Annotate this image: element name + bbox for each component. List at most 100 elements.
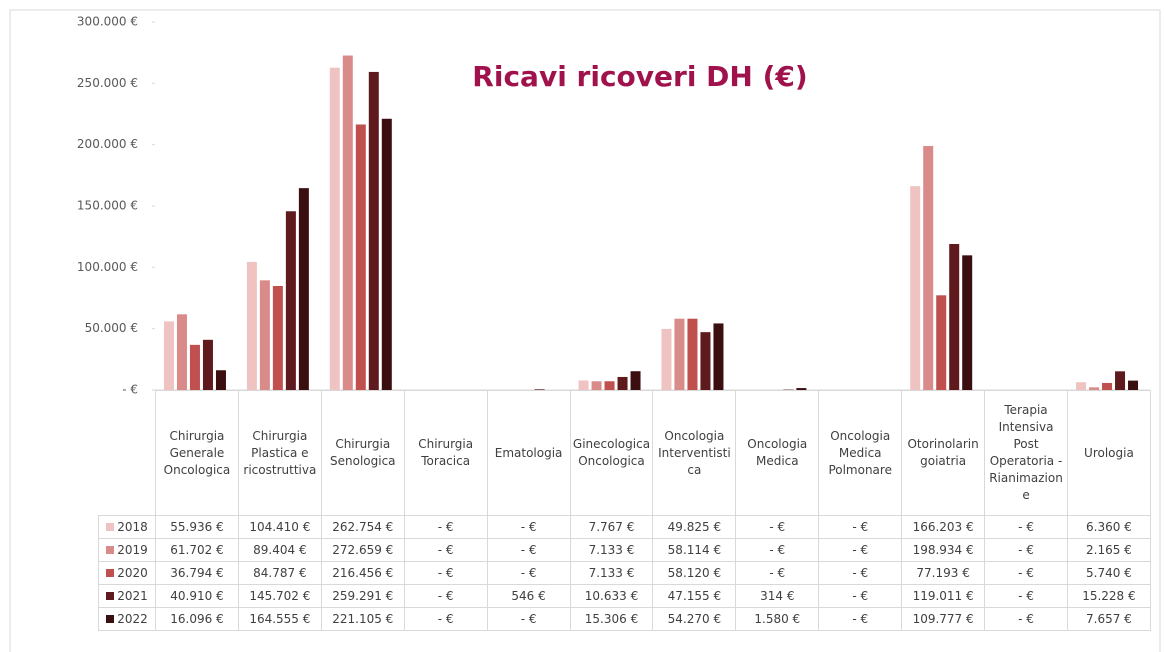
y-tick-label: 100.000 € [77,260,138,274]
bar [949,244,960,390]
corner-cell [98,390,156,516]
bar [342,55,353,390]
data-row: 2021 40.910 €145.702 €259.291 € - €546 €10… [98,584,1151,608]
data-cell: 10.633 € [569,584,654,608]
y-tick-label: 200.000 € [77,137,138,151]
bar [1076,382,1087,390]
data-cell: 198.934 € [901,538,986,562]
bar [661,328,672,390]
data-cell: 55.936 € [155,515,239,539]
data-cell: - € [403,515,488,539]
data-cell: - € [735,538,820,562]
data-cell: 15.306 € [569,607,654,631]
legend-key [106,592,115,600]
category-label: Ematologia [486,390,571,516]
data-cell: 47.155 € [652,584,737,608]
category-label: Chirurgia Senologica [320,390,405,516]
data-cell: 272.659 € [320,538,405,562]
data-cell: 36.794 € [155,561,239,585]
data-cell: - € [486,607,571,631]
legend-label: 2019 [117,543,148,557]
bar [604,381,615,390]
legend-key [106,523,115,531]
category-label: Urologia [1066,390,1151,516]
y-tick-label: 250.000 € [77,76,138,90]
bar [687,318,698,390]
category-label: Ginecologica Oncologica [569,390,654,516]
y-tick-label: 300.000 € [77,15,138,29]
data-cell: - € [486,538,571,562]
data-cell: 314 € [735,584,820,608]
bar [298,188,309,390]
data-cell: - € [818,607,903,631]
bar [674,318,685,390]
data-cell: 77.193 € [901,561,986,585]
bar [285,211,296,390]
bar [355,124,366,390]
legend-label: 2021 [117,589,148,603]
data-cell: 6.360 € [1066,515,1151,539]
bar [1089,387,1100,390]
data-cell: 109.777 € [901,607,986,631]
bar [700,332,711,390]
bar [202,339,213,390]
legend-cell: 2020 [98,561,156,585]
data-cell: - € [403,561,488,585]
y-tick-label: 50.000 € [85,321,138,335]
y-tick-label: 150.000 € [77,199,138,213]
bar [630,371,641,390]
data-cell: - € [818,515,903,539]
bar [534,389,545,390]
bar [215,370,226,390]
data-cell: 164.555 € [237,607,322,631]
bar [1128,380,1139,390]
data-cell: - € [818,561,903,585]
data-cell: 58.120 € [652,561,737,585]
bar [578,380,589,390]
data-row: 2022 16.096 €164.555 €221.105 € - € - €15.3… [98,607,1151,631]
chart-title: Ricavi ricoveri DH (€) [472,60,807,93]
header-row: Chirurgia Generale Oncologica Chirurgia P… [98,390,1151,516]
legend-label: 2018 [117,520,148,534]
legend-key [106,569,115,577]
data-row: 2020 36.794 €84.787 €216.456 € - € - €7.133… [98,561,1151,585]
data-cell: - € [818,584,903,608]
bar [713,323,724,390]
data-cell: - € [486,561,571,585]
bar [259,280,270,390]
bar [246,261,257,390]
bar [1102,382,1113,390]
data-cell: 145.702 € [237,584,322,608]
category-label: Oncologia Medica Polmonare [818,390,903,516]
legend-label: 2020 [117,566,148,580]
category-label: Terapia Intensiva Post Operatoria - Rian… [984,390,1068,516]
data-cell: 216.456 € [320,561,405,585]
data-cell: 49.825 € [652,515,737,539]
data-cell: - € [403,584,488,608]
data-cell: 5.740 € [1066,561,1151,585]
data-cell: 1.580 € [735,607,820,631]
category-label: Oncologia Interventistica [652,390,737,516]
data-cell: 262.754 € [320,515,405,539]
category-label: Chirurgia Generale Oncologica [155,390,239,516]
bar [189,344,200,390]
data-cell: 7.657 € [1066,607,1151,631]
bar [923,145,934,390]
legend-cell: 2022 [98,607,156,631]
data-cell: 7.133 € [569,538,654,562]
bar [1115,371,1126,390]
bar [329,67,340,391]
legend-label: 2022 [117,612,148,626]
data-cell: - € [735,515,820,539]
data-cell: 7.767 € [569,515,654,539]
data-cell: 221.105 € [320,607,405,631]
legend-key [106,546,115,554]
data-cell: 2.165 € [1066,538,1151,562]
category-label: Chirurgia Plastica e ricostruttiva [237,390,322,516]
legend-cell: 2021 [98,584,156,608]
bar [617,376,628,390]
data-cell: 16.096 € [155,607,239,631]
data-cell: 546 € [486,584,571,608]
data-cell: 61.702 € [155,538,239,562]
